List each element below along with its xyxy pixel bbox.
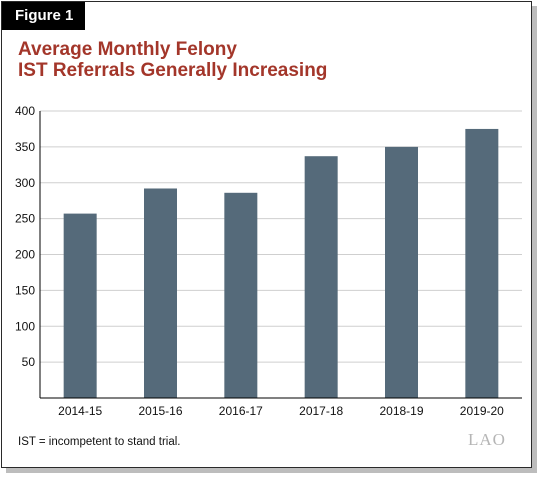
y-tick-label: 350 (15, 140, 35, 154)
footnote: IST = incompetent to stand trial. (18, 436, 181, 448)
bar (224, 192, 258, 398)
x-tick-label: 2018-19 (379, 404, 423, 418)
bar (465, 128, 499, 398)
lao-logo: LAO (468, 430, 506, 449)
y-tick-label: 100 (15, 319, 35, 333)
bar (385, 146, 418, 398)
y-tick-label: 400 (15, 104, 35, 118)
y-tick-label: 300 (15, 176, 35, 190)
figure-frame: Figure 1 Average Monthly Felony IST Refe… (1, 1, 532, 468)
x-tick-label: 2014-15 (58, 404, 102, 418)
bar (63, 213, 97, 398)
y-tick-label: 250 (15, 212, 35, 226)
x-tick-label: 2019-20 (460, 404, 504, 418)
chart-title: Average Monthly Felony IST Referrals Gen… (18, 39, 458, 81)
chart-title-line1: Average Monthly Felony (18, 39, 237, 60)
y-tick-label: 50 (22, 355, 36, 369)
chart-title-line2: IST Referrals Generally Increasing (18, 60, 328, 81)
bar (144, 188, 177, 398)
x-tick-label: 2017-18 (299, 404, 343, 418)
figure-label: Figure 1 (2, 2, 86, 30)
y-tick-label: 150 (15, 283, 35, 297)
bar-chart: 50 100 150 200 250 300 350 400 2014-15 2015-16 201… (15, 104, 522, 418)
x-tick-label: 2016-17 (219, 404, 263, 418)
x-tick-label: 2015-16 (138, 404, 182, 418)
y-tick-label: 200 (15, 248, 35, 262)
bar (304, 156, 338, 398)
